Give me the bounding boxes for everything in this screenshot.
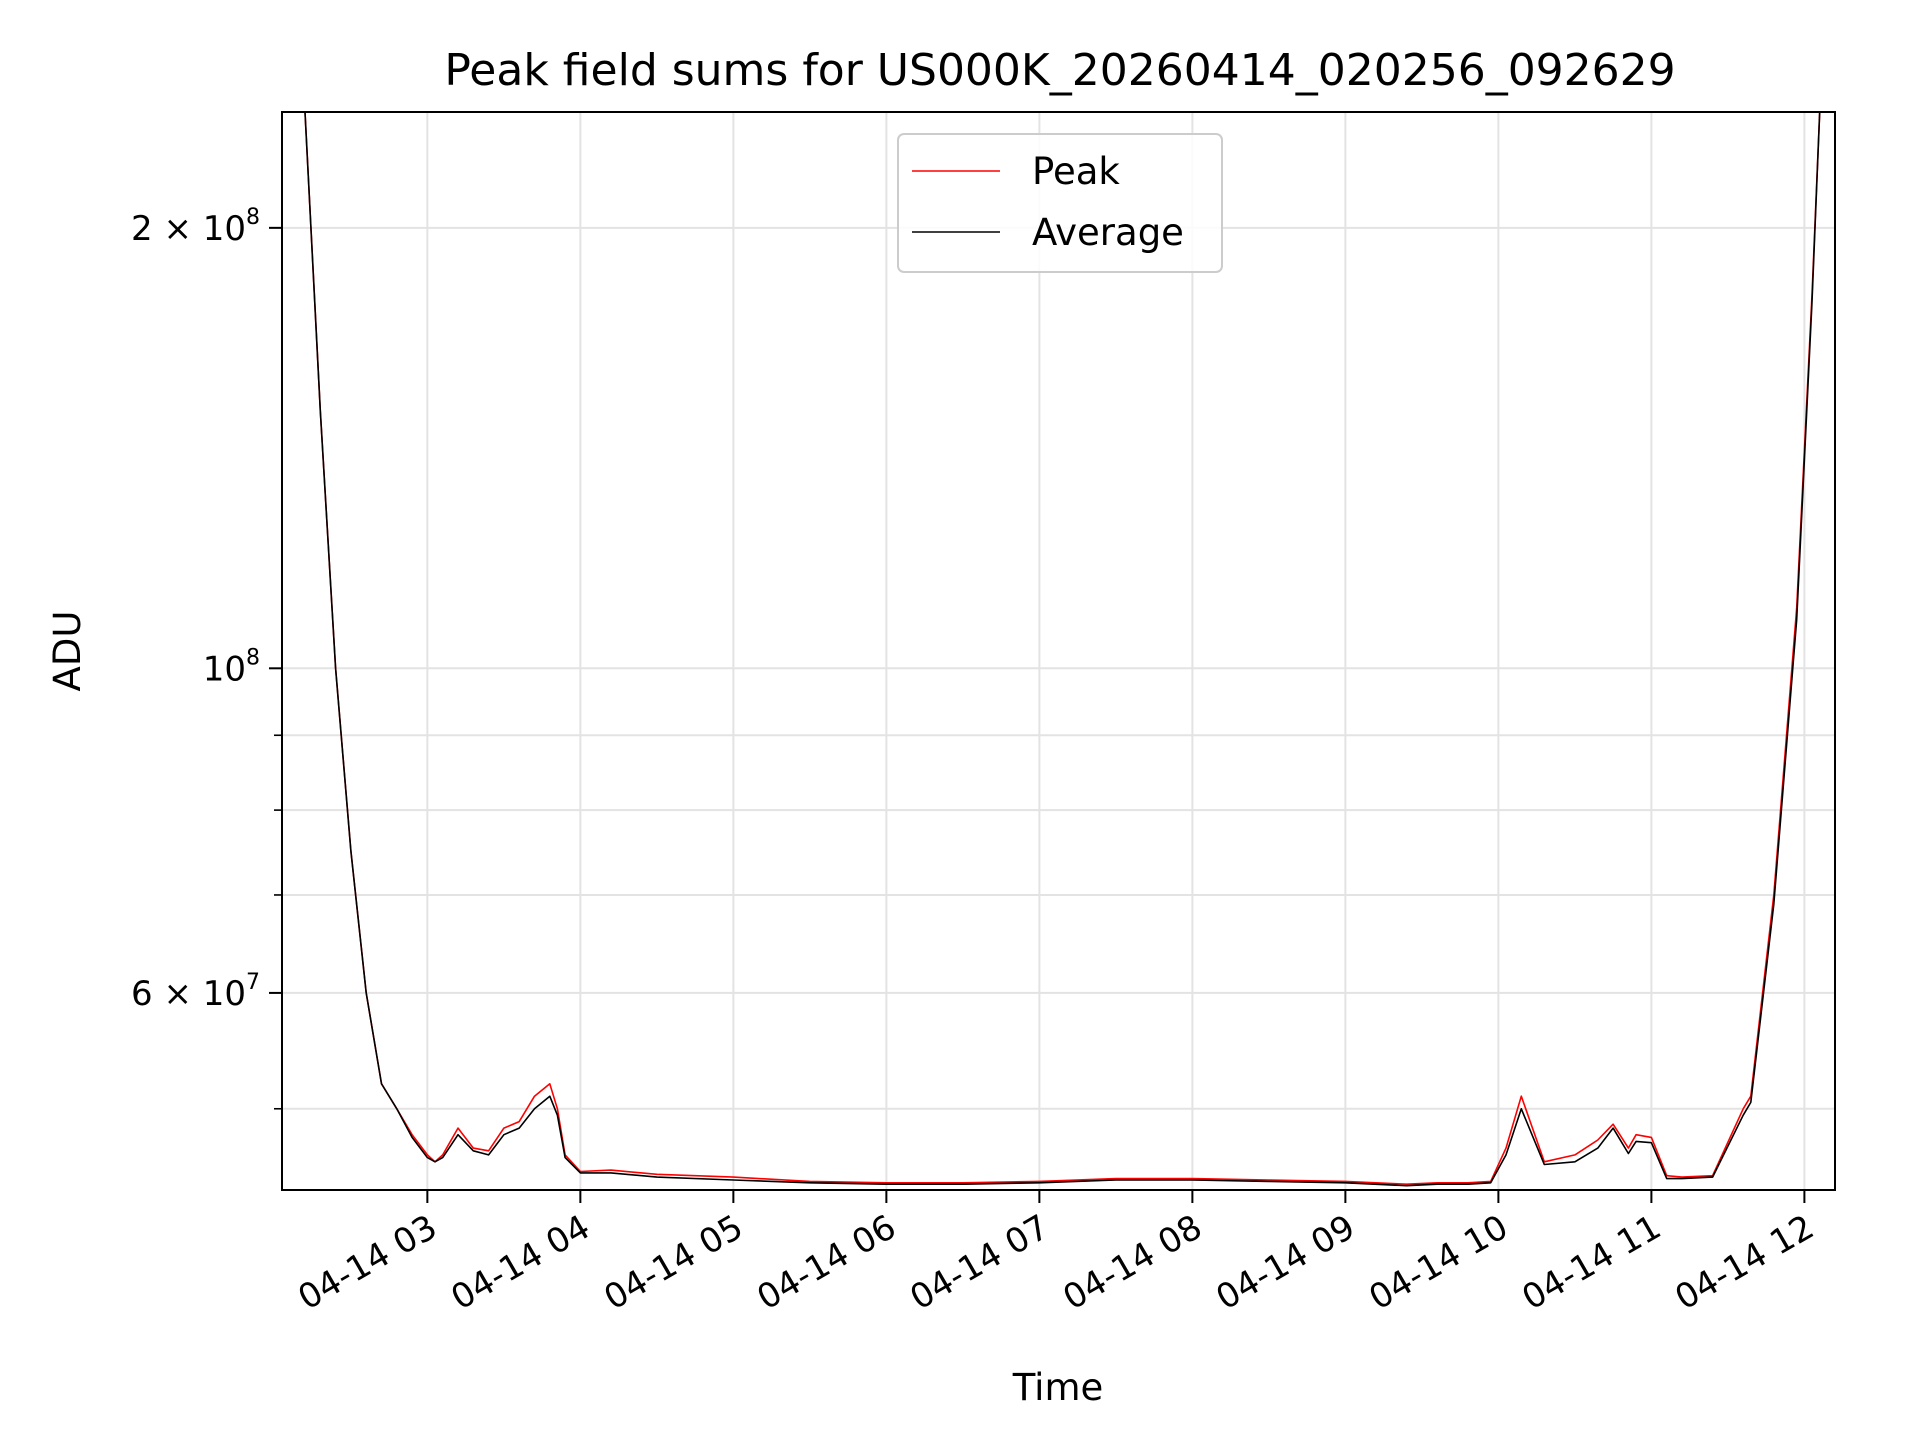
y-tick-label-base-1: 10 <box>203 649 246 689</box>
legend-average-label: Average <box>1032 211 1184 254</box>
series-group <box>282 111 1835 1187</box>
legend: Peak Average <box>897 133 1223 273</box>
x-axis-label: Time <box>1012 1366 1104 1409</box>
y-tick-label-exponent-2: 7 <box>246 970 260 995</box>
y-tick-label-1: 108 <box>203 645 260 689</box>
series-line-peak <box>282 111 1835 1185</box>
y-tick-label-exponent-1: 8 <box>246 645 260 670</box>
y-tick-label-exponent-0: 8 <box>246 205 260 230</box>
legend-box <box>897 133 1223 273</box>
chart-title: Peak field sums for US000K_20260414_0202… <box>444 45 1675 96</box>
y-tick-label-base-0: 2 × 10 <box>131 209 246 249</box>
y-tick-label-2: 6 × 107 <box>131 970 260 1014</box>
plot-frame <box>281 111 1836 1191</box>
y-axis-label: ADU <box>46 611 89 692</box>
y-tick-label-0: 2 × 108 <box>131 205 260 249</box>
legend-peak-label: Peak <box>1032 150 1120 193</box>
y-tick-label-base-2: 6 × 10 <box>131 974 246 1014</box>
series-line-average <box>282 111 1835 1187</box>
